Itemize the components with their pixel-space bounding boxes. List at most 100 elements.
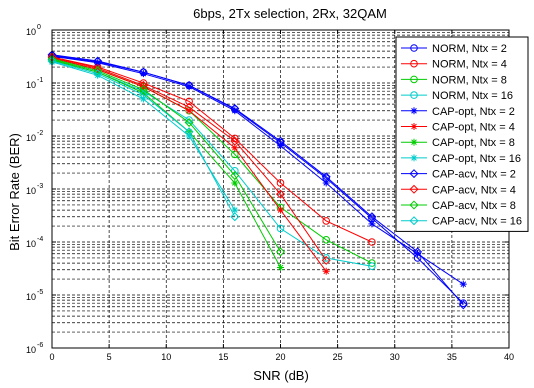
x-tick-label: 25 <box>333 352 343 362</box>
data-point <box>230 104 240 114</box>
data-point <box>275 189 286 199</box>
data-point <box>231 206 239 214</box>
series-line <box>51 56 373 243</box>
data-point <box>93 66 103 76</box>
data-point <box>185 97 193 106</box>
data-point <box>459 280 467 288</box>
series-line <box>51 58 373 264</box>
series-5 <box>48 52 467 288</box>
y-tick-exponent: -3 <box>37 183 43 190</box>
legend-marker <box>409 184 419 194</box>
data-point <box>322 217 331 225</box>
data-point <box>277 264 284 272</box>
series-9 <box>47 50 468 310</box>
y-tick-label: 10 <box>26 239 36 249</box>
data-point <box>231 144 239 152</box>
legend-entry: CAP-opt, Ntx = 4 <box>401 122 515 134</box>
legend-label: NORM, Ntx = 16 <box>432 90 513 102</box>
data-point <box>275 247 286 257</box>
data-point <box>413 247 423 257</box>
series-3 <box>48 54 376 267</box>
data-point <box>458 300 468 310</box>
data-point <box>368 238 376 246</box>
legend-label: NORM, Ntx = 2 <box>432 43 507 55</box>
x-tick-label: 35 <box>447 352 457 362</box>
y-tick-exponent: -4 <box>37 236 43 243</box>
legend-label: CAP-acv, Ntx = 16 <box>432 216 522 228</box>
x-tick-label: 40 <box>504 352 514 362</box>
legend-entry: CAP-acv, Ntx = 2 <box>401 169 516 181</box>
data-point <box>94 59 102 67</box>
legend-marker <box>410 138 418 146</box>
data-point <box>321 172 331 182</box>
data-point <box>322 254 331 262</box>
legend-entry: CAP-acv, Ntx = 4 <box>401 184 516 196</box>
y-tick-label: 10 <box>26 27 36 37</box>
y-tick-exponent: -1 <box>37 77 43 84</box>
data-point <box>321 255 331 265</box>
series-4 <box>48 56 376 270</box>
legend-marker <box>410 59 418 68</box>
data-point <box>368 262 376 270</box>
data-point <box>138 67 148 77</box>
legend-entry: CAP-opt, Ntx = 16 <box>401 153 521 165</box>
legend-entry: NORM, Ntx = 8 <box>401 74 507 86</box>
y-tick-exponent: 0 <box>37 24 41 31</box>
data-point <box>230 136 240 146</box>
legend-marker <box>409 200 419 210</box>
legend-entry: CAP-opt, Ntx = 8 <box>401 137 515 149</box>
data-point <box>93 63 103 73</box>
data-point <box>231 107 239 115</box>
y-tick-label: 10 <box>26 80 36 90</box>
legend-label: NORM, Ntx = 4 <box>432 59 507 71</box>
series-line <box>51 55 464 285</box>
legend-marker <box>409 216 419 226</box>
legend-marker <box>410 123 418 130</box>
data-point <box>184 127 194 137</box>
x-tick-label: 30 <box>390 352 400 362</box>
legend-marker <box>410 44 418 52</box>
legend-label: CAP-acv, Ntx = 4 <box>432 184 516 196</box>
data-point <box>322 179 330 187</box>
series-line <box>51 59 281 268</box>
y-tick-label: 10 <box>26 186 36 196</box>
legend-label: NORM, Ntx = 8 <box>432 74 507 86</box>
data-point <box>138 90 148 100</box>
y-tick-label: 10 <box>26 345 36 355</box>
chart-title: 6bps, 2Tx selection, 2Rx, 32QAM <box>193 6 387 21</box>
data-point <box>184 80 194 90</box>
data-point <box>414 250 422 258</box>
data-point <box>230 170 240 180</box>
data-point <box>276 224 285 233</box>
data-point <box>322 267 330 275</box>
x-axis-label: SNR (dB) <box>253 368 309 383</box>
series-layer <box>47 50 468 310</box>
x-tick-label: 20 <box>275 352 285 362</box>
y-tick-label: 10 <box>26 292 36 302</box>
series-line <box>51 58 281 253</box>
data-point <box>184 102 194 112</box>
data-point <box>230 212 240 222</box>
legend-entry: CAP-opt, Ntx = 2 <box>401 106 515 118</box>
data-point <box>139 70 147 78</box>
x-tick-label: 5 <box>107 352 112 362</box>
legend-entry: NORM, Ntx = 16 <box>401 90 513 102</box>
data-point <box>231 179 239 187</box>
legend-label: CAP-opt, Ntx = 16 <box>432 153 521 165</box>
series-line <box>51 60 236 217</box>
data-point <box>277 142 284 150</box>
data-point <box>368 259 376 267</box>
legend-entry: NORM, Ntx = 2 <box>401 43 507 55</box>
data-point <box>322 236 331 244</box>
data-point <box>276 179 285 187</box>
y-axis-label: Bit Error Rate (BER) <box>7 133 22 251</box>
data-point <box>367 212 377 222</box>
legend-marker <box>410 154 418 162</box>
data-point <box>139 83 147 91</box>
y-tick-exponent: -2 <box>37 130 43 137</box>
legend-marker <box>409 169 419 179</box>
legend-marker <box>410 75 418 84</box>
